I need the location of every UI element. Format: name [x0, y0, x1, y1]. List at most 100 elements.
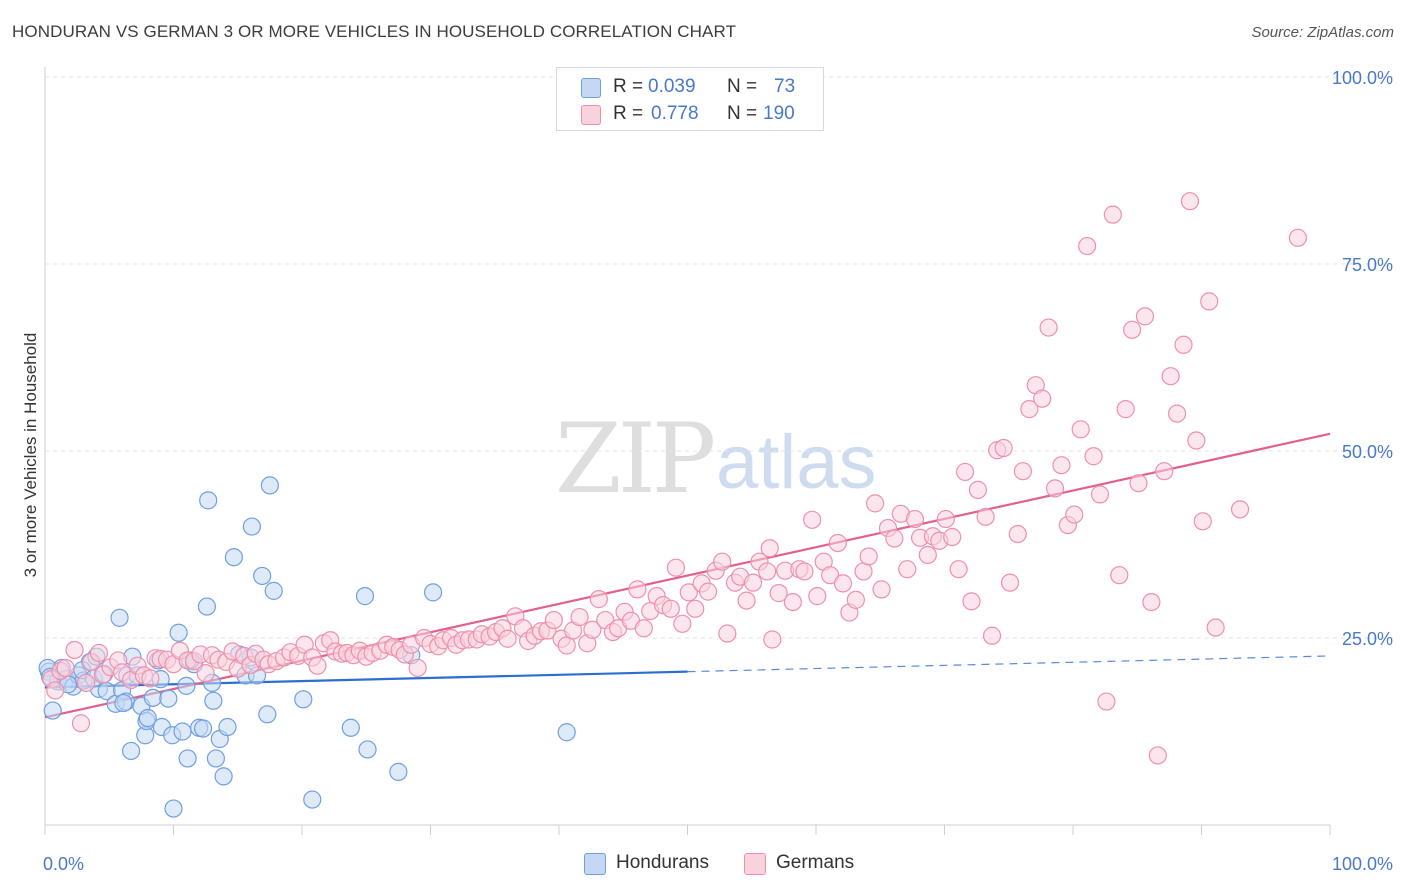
- germans-point: [666, 558, 686, 577]
- germans-point: [634, 619, 653, 638]
- germans-point: [1288, 228, 1307, 247]
- legend-r-value: 0.778: [651, 103, 699, 124]
- watermark-zip: ZIP: [555, 403, 714, 515]
- chart-title: HONDURAN VS GERMAN 3 OR MORE VEHICLES IN…: [12, 22, 737, 41]
- germans-point: [589, 590, 608, 609]
- germans-point: [718, 624, 737, 643]
- germans-point: [1116, 400, 1135, 419]
- hondurans-point: [358, 740, 377, 759]
- hondurans-point: [557, 723, 576, 742]
- germans-point: [982, 626, 1002, 645]
- germans-point: [1200, 292, 1219, 311]
- germans-point: [1135, 307, 1155, 326]
- germans-point: [673, 614, 692, 633]
- legend-n-label: N =: [727, 103, 758, 124]
- y-axis-label: 3 or more Vehicles in Household: [21, 332, 40, 578]
- hondurans-point: [193, 719, 213, 738]
- germans-point: [795, 562, 814, 581]
- legend-r-value: 0.039: [648, 76, 696, 97]
- germans-point: [1123, 320, 1142, 339]
- hondurans-point: [178, 749, 197, 768]
- legend-swatch-germans: [744, 853, 766, 875]
- germans-point: [1155, 462, 1174, 481]
- germans-point: [1071, 420, 1090, 439]
- germans-point: [1065, 505, 1084, 524]
- germans-point: [1167, 404, 1187, 423]
- germans-point: [698, 582, 718, 601]
- legend-r-label: R =: [613, 103, 644, 124]
- hondurans-point: [258, 705, 277, 724]
- hondurans-point: [218, 717, 237, 737]
- hondurans-point: [143, 688, 163, 707]
- correlation-legend: R = 0.039 N = 73 R = 0.778 N = 190: [556, 67, 824, 131]
- germans-point: [1045, 479, 1065, 498]
- hondurans-point: [43, 701, 62, 720]
- hondurans-point: [197, 597, 217, 616]
- germans-point: [1078, 236, 1097, 256]
- germans-point: [1110, 566, 1129, 585]
- germans-point: [1000, 573, 1020, 592]
- hondurans-point: [169, 623, 188, 642]
- germans-point: [1020, 400, 1039, 419]
- hondurans-point: [121, 741, 141, 761]
- hondurans-point: [423, 583, 443, 602]
- germans-point: [737, 591, 756, 610]
- germans-point: [866, 494, 885, 513]
- germans-point: [918, 545, 937, 565]
- hondurans-point: [159, 689, 178, 708]
- germans-point: [71, 714, 91, 733]
- germans-point: [846, 590, 865, 609]
- germans-point: [1090, 485, 1110, 504]
- germans-point: [1161, 367, 1180, 386]
- germans-point: [943, 527, 962, 547]
- hondurans-point: [242, 517, 261, 536]
- germans-point: [570, 607, 589, 627]
- hondurans-point: [177, 676, 196, 695]
- germans-point: [77, 673, 96, 692]
- hondurans-point: [224, 548, 243, 567]
- x-tick-label: 0.0%: [43, 854, 84, 874]
- germans-point: [968, 480, 988, 499]
- hondurans-point: [260, 476, 279, 495]
- germans-point: [962, 592, 981, 611]
- germans-point: [1084, 447, 1103, 466]
- x-tick-label: 100.0%: [1332, 854, 1393, 874]
- germans-point: [994, 438, 1013, 458]
- hondurans-point: [253, 566, 272, 586]
- legend-r-label: R =: [613, 76, 644, 97]
- legend-label-hondurans: Hondurans: [616, 852, 709, 873]
- germans-point: [976, 507, 995, 526]
- data-points: [38, 192, 1307, 818]
- hondurans-point: [264, 581, 283, 600]
- germans-point: [1052, 456, 1071, 475]
- y-tick-label: 25.0%: [1342, 629, 1393, 649]
- hondurans-point: [206, 749, 226, 768]
- germans-point: [885, 529, 904, 548]
- germans-point: [408, 658, 427, 678]
- germans-point: [898, 560, 917, 579]
- germans-point: [1230, 500, 1250, 519]
- germans-point: [1039, 318, 1058, 337]
- germans-point: [1097, 692, 1116, 711]
- hondurans-point: [114, 693, 133, 713]
- hondurans-point: [204, 691, 223, 710]
- germans-point: [679, 583, 698, 602]
- germans-point: [1033, 389, 1052, 408]
- germans-point: [686, 599, 705, 618]
- germans-point: [859, 547, 878, 566]
- germans-point: [557, 636, 576, 655]
- germans-point: [872, 580, 891, 599]
- germans-point: [821, 566, 840, 585]
- germans-point: [141, 669, 160, 688]
- germans-point: [1013, 462, 1032, 481]
- germans-point: [56, 658, 75, 678]
- hondurans-point: [173, 722, 192, 741]
- germans-point: [936, 509, 955, 529]
- germans-point: [583, 620, 602, 639]
- germans-point: [955, 462, 975, 482]
- watermark-atlas: atlas: [716, 420, 877, 505]
- hondurans-point: [294, 690, 313, 709]
- germans-point: [196, 664, 215, 683]
- legend-label-germans: Germans: [776, 852, 855, 873]
